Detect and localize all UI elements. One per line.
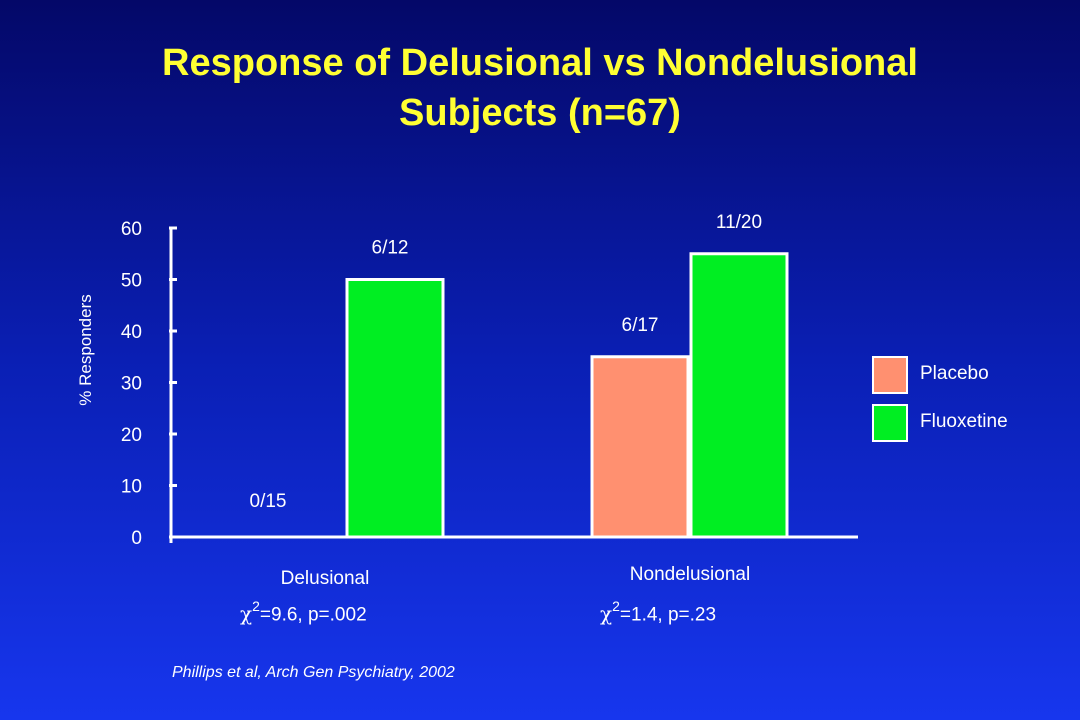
y-axis-label: % Responders [76,294,95,406]
title-line-2: Subjects (n=67) [399,92,681,134]
legend-label-placebo: Placebo [920,363,989,384]
stat-text: =1.4, p=.23 [619,604,717,626]
bar-nondelusional-placebo [590,355,690,539]
stat-delusional: χ2=9.6, p=.002 [240,598,367,626]
y-tick-label: 0 [131,528,142,549]
chi-power: 2 [252,598,260,614]
y-tick-label: 60 [121,219,142,240]
y-tick-label: 50 [121,271,142,292]
bar-nondelusional-fluoxetine [689,252,789,539]
y-tick-label: 20 [121,425,142,446]
legend-swatch-placebo [872,356,908,394]
category-label: Delusional [281,568,370,589]
chart-labels: 0 10 20 30 40 50 60 % Responders 0/15 6/12 Delusio… [76,212,762,589]
category-label: Nondelusional [630,564,750,585]
chart-bars [345,252,789,539]
chart-title: Response of Delusional vs Nondelusional … [0,38,1080,138]
chi-symbol: χ [600,601,613,626]
legend-swatch-fluoxetine [872,404,908,442]
y-tick-label: 30 [121,374,142,395]
data-label: 6/12 [372,238,409,259]
chi-power: 2 [612,598,620,614]
data-label: 11/20 [716,212,762,233]
stat-nondelusional: χ2=1.4, p=.23 [600,598,717,626]
bar-delusional-fluoxetine [345,278,445,539]
title-line-1: Response of Delusional vs Nondelusional [162,42,918,84]
legend-label-fluoxetine: Fluoxetine [920,411,1008,432]
citation: Phillips et al, Arch Gen Psychiatry, 200… [172,664,455,681]
y-tick-label: 40 [121,322,142,343]
y-tick-label: 10 [121,477,142,498]
chi-symbol: χ [240,601,253,626]
data-label: 6/17 [622,315,659,336]
stat-text: =9.6, p=.002 [259,604,367,626]
data-label: 0/15 [250,491,287,512]
